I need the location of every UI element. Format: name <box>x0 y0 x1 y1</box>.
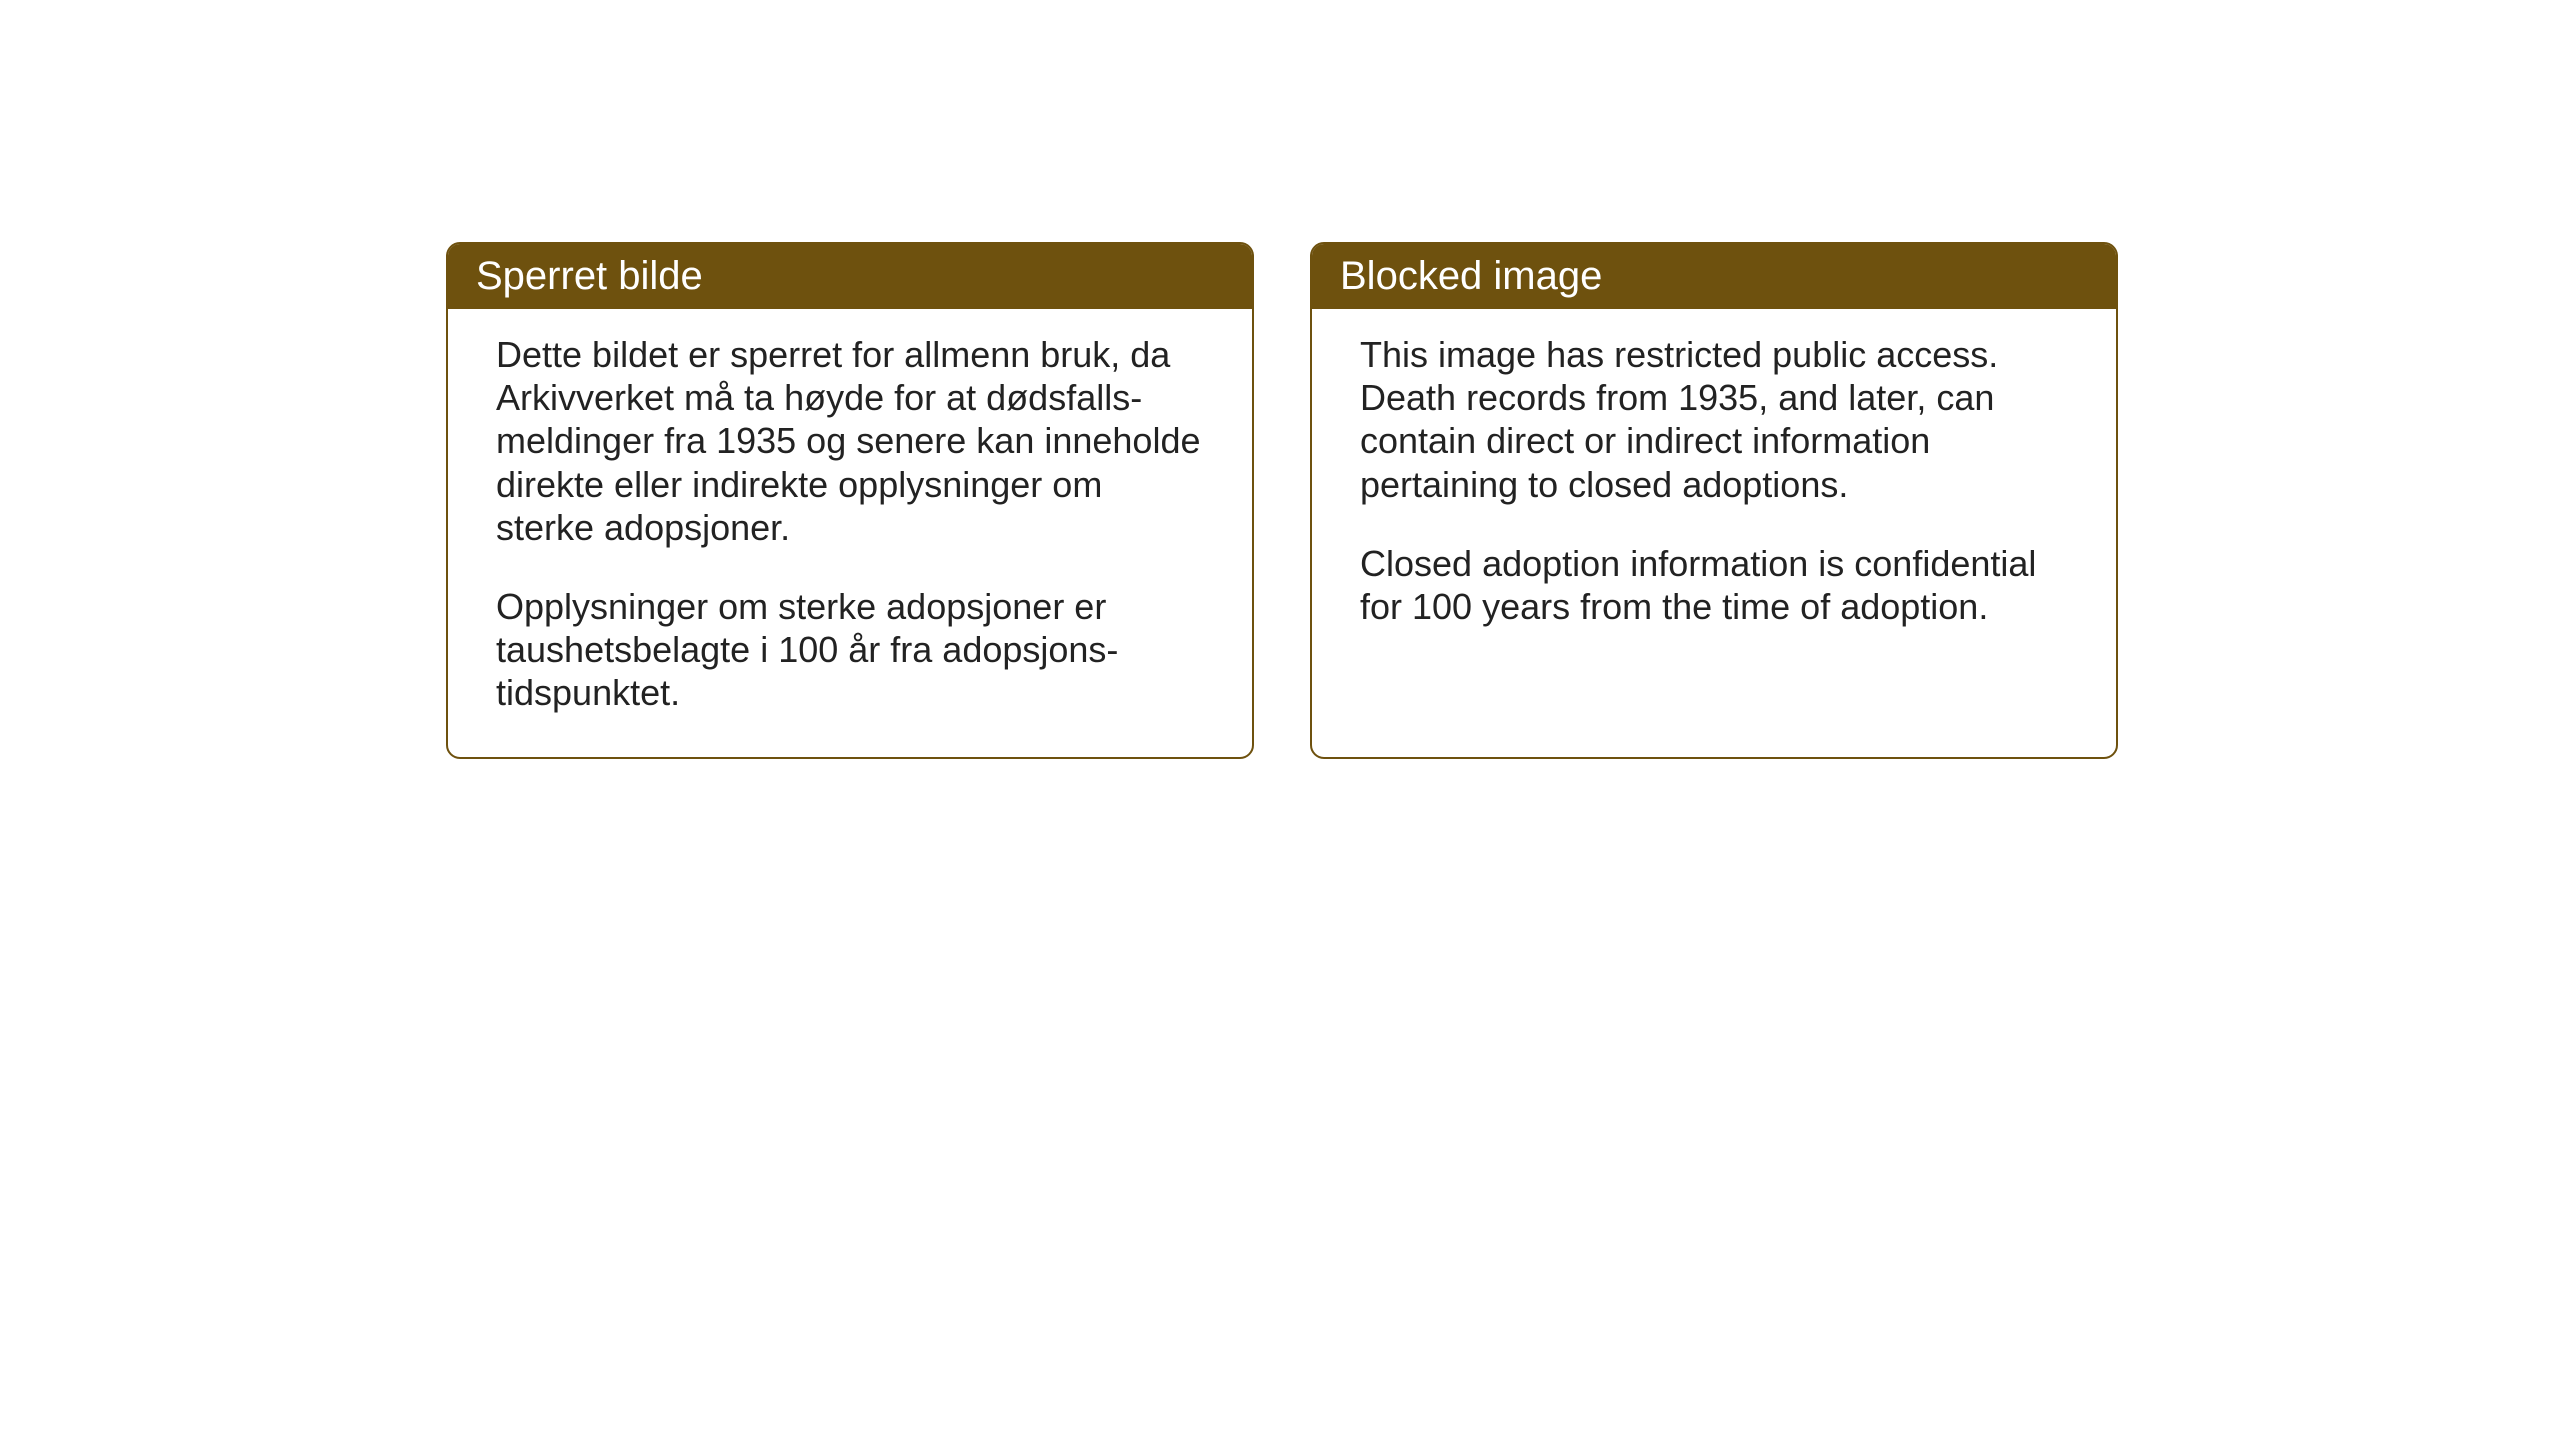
english-card-body: This image has restricted public access.… <box>1312 309 2116 739</box>
norwegian-paragraph-2: Opplysninger om sterke adopsjoner er tau… <box>496 585 1204 715</box>
norwegian-card-body: Dette bildet er sperret for allmenn bruk… <box>448 309 1252 757</box>
cards-container: Sperret bilde Dette bildet er sperret fo… <box>446 242 2118 759</box>
norwegian-info-card: Sperret bilde Dette bildet er sperret fo… <box>446 242 1254 759</box>
english-card-title: Blocked image <box>1340 254 1602 298</box>
english-card-header: Blocked image <box>1312 244 2116 309</box>
english-info-card: Blocked image This image has restricted … <box>1310 242 2118 759</box>
norwegian-card-header: Sperret bilde <box>448 244 1252 309</box>
norwegian-card-title: Sperret bilde <box>476 254 703 298</box>
norwegian-paragraph-1: Dette bildet er sperret for allmenn bruk… <box>496 333 1204 549</box>
english-paragraph-1: This image has restricted public access.… <box>1360 333 2068 506</box>
english-paragraph-2: Closed adoption information is confident… <box>1360 542 2068 628</box>
